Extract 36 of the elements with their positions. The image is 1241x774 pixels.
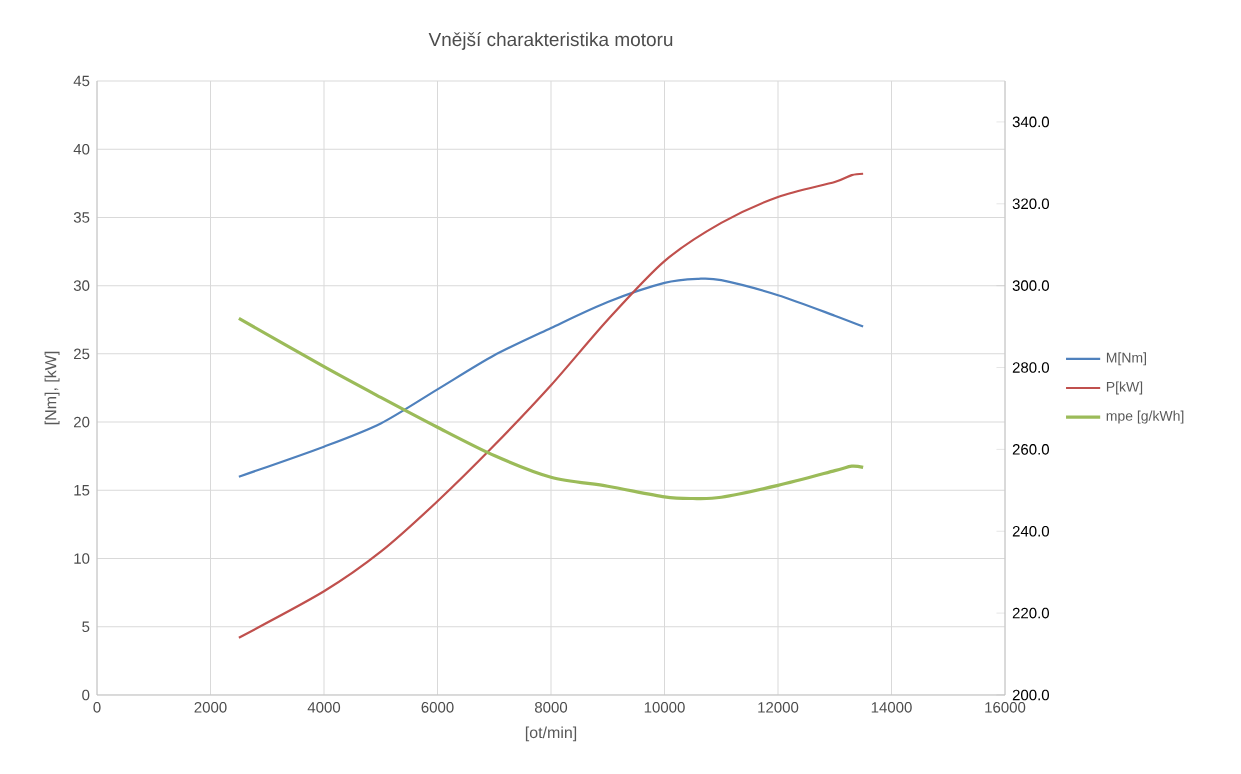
y2-tick-label: 320.0 — [1012, 198, 1050, 210]
y-tick-label: 25 — [74, 348, 90, 360]
y2-tick-label: 240.0 — [1012, 525, 1050, 537]
y2-tick-label: 220.0 — [1012, 607, 1050, 619]
y-tick-label: 45 — [73, 75, 90, 87]
line-series — [237, 316, 865, 501]
y2-tick-label: 300.0 — [1012, 280, 1050, 291]
x-tick-label: 4000 — [307, 702, 341, 713]
y-tick-label: 10 — [74, 553, 90, 564]
y2-tick-label: 280.0 — [1012, 362, 1050, 373]
y2-tick-label: 260.0 — [1012, 444, 1050, 455]
y-tick-label: 40 — [73, 143, 90, 155]
y-axis-title: [Nm], [kW] — [44, 351, 60, 425]
y-tick-label: 35 — [73, 212, 90, 223]
legend-label: P[kW] — [1106, 381, 1143, 395]
x-tick-label: 12000 — [758, 702, 799, 713]
x-tick-label: 14000 — [871, 702, 912, 713]
x-tick-label: 10000 — [644, 702, 685, 713]
line-series — [237, 172, 865, 639]
x-tick-label: 8000 — [534, 702, 568, 713]
line-series — [237, 277, 865, 478]
y2-tick-label: 340.0 — [1012, 116, 1050, 128]
y-tick-label: 15 — [74, 485, 90, 496]
y-tick-label: 20 — [74, 416, 90, 428]
y-tick-label: 30 — [73, 280, 90, 291]
y2-tick-label: 200.0 — [1012, 689, 1050, 701]
y-tick-label: 5 — [82, 621, 90, 633]
x-tick-label: 2000 — [194, 702, 227, 713]
x-axis-title: [ot/min] — [525, 726, 577, 742]
x-tick-label: 6000 — [421, 702, 454, 713]
legend-label: M[Nm] — [1106, 352, 1146, 366]
x-tick-label: 0 — [93, 702, 101, 713]
x-tick-label: 16000 — [985, 702, 1026, 713]
legend-label: mpe [g/kWh] — [1106, 410, 1184, 424]
y-tick-label: 0 — [82, 689, 90, 701]
chart-title: Vnější charakteristika motoru — [428, 31, 673, 50]
